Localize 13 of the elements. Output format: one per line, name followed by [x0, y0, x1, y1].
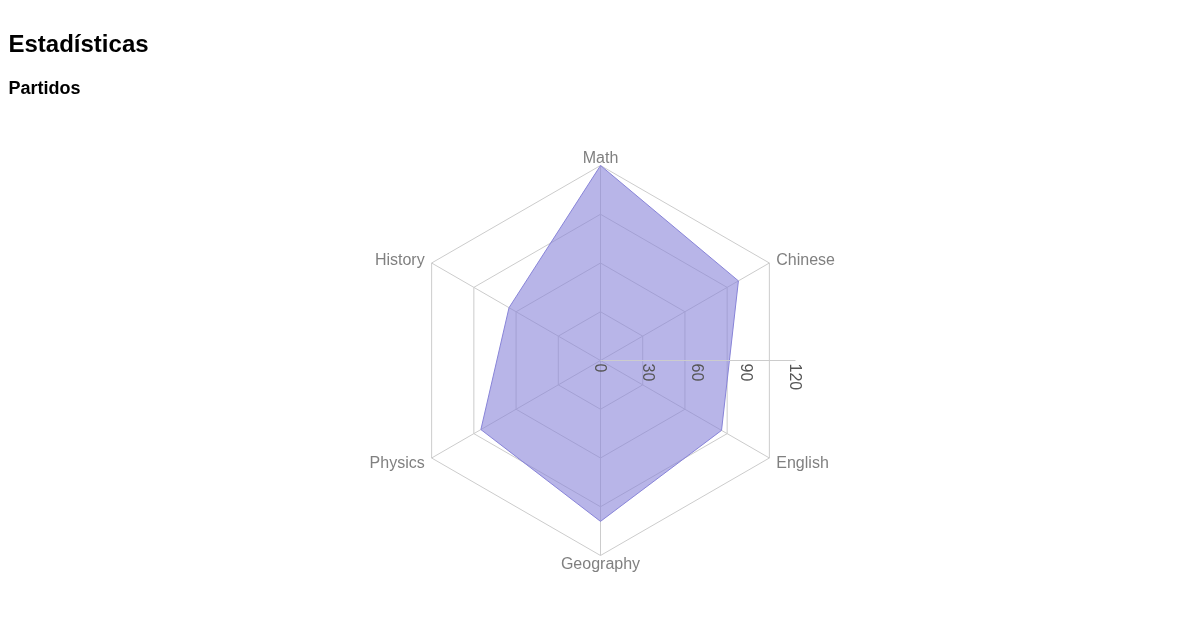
y-tick-label: 90 — [737, 363, 755, 382]
spoke-label: English — [776, 453, 829, 471]
spoke-label: Math — [582, 149, 619, 166]
spoke-label: Physics — [369, 453, 425, 471]
y-tick-label: 0 — [591, 363, 609, 373]
text: Partidos — [8, 77, 81, 98]
spoke-label: Chinese — [776, 250, 836, 268]
y-tick-label: 120 — [786, 363, 804, 391]
y-tick-label: 60 — [689, 363, 706, 382]
spoke-label: History — [374, 250, 425, 268]
text: Estadísticas — [8, 30, 149, 57]
spoke-label: Geography — [560, 555, 641, 572]
y-tick-label: 30 — [640, 363, 658, 382]
